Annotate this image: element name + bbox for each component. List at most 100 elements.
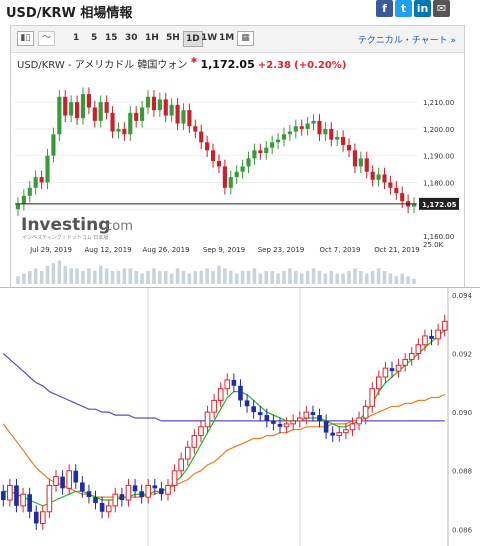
candle-body <box>104 102 109 113</box>
calendar-icon[interactable]: ▦ <box>237 31 254 46</box>
volume-bar <box>205 268 209 284</box>
candle-body <box>224 379 231 390</box>
candle-body <box>171 470 178 486</box>
timeframe-5h[interactable]: 5H <box>166 33 180 43</box>
candle-body <box>395 364 402 372</box>
timeframe-1m[interactable]: 1M <box>219 33 235 43</box>
candle-body <box>60 476 65 489</box>
candle-body <box>346 144 352 151</box>
candle-body <box>169 104 174 116</box>
technical-chart-link[interactable]: テクニカル・チャート » <box>357 36 456 46</box>
candle-body <box>422 335 428 346</box>
volume-bar <box>276 273 280 284</box>
candle-body <box>40 511 46 524</box>
candle-body <box>199 131 204 143</box>
chart-panel: ▮▯ 〜 1 5 15 30 1H 5H 1D 1W 1M ▦ テクニカル・チャート » USD… <box>10 25 465 289</box>
facebook-icon[interactable]: f <box>376 0 393 17</box>
candle-body <box>296 417 303 422</box>
candle-body <box>364 158 369 172</box>
x-tick-label: Sep 9, 2019 <box>203 246 245 254</box>
line-type-icon[interactable]: 〜 <box>38 31 55 46</box>
timeframe-1d[interactable]: 1D <box>183 31 203 47</box>
candle-body <box>159 488 164 495</box>
candle-body <box>33 177 38 188</box>
email-icon[interactable]: ✉ <box>433 0 450 17</box>
timeframe-1[interactable]: 1 <box>73 33 80 43</box>
volume-bar <box>104 268 109 284</box>
candle-body <box>246 158 251 167</box>
timeframe-1w[interactable]: 1W <box>201 33 218 43</box>
volume-bar <box>45 265 50 284</box>
candle-body <box>336 432 343 437</box>
volume-bar <box>16 276 20 284</box>
delayed-star-icon: ✱ <box>190 56 198 65</box>
x-tick-label: Aug 12, 2019 <box>84 246 131 254</box>
candle-body <box>252 150 257 159</box>
volume-bar <box>110 271 115 284</box>
candle-body <box>411 203 417 207</box>
linkedin-icon[interactable]: in <box>414 0 431 17</box>
timeframe-5[interactable]: 5 <box>91 33 98 43</box>
candle-body <box>93 497 98 503</box>
y-tick-label: 0.088 <box>452 468 472 476</box>
candle-body <box>181 110 186 124</box>
candle-body <box>125 484 132 501</box>
candle-body <box>341 136 346 145</box>
volume-bar <box>122 268 127 284</box>
timeframe-1h[interactable]: 1H <box>145 33 159 43</box>
twitter-icon[interactable]: t <box>395 0 412 17</box>
moving-average-line <box>2 353 445 422</box>
candle-body <box>356 417 362 425</box>
krwusd-candlestick-chart: 0.094 0.092 0.090 0.088 0.086 <box>0 288 473 546</box>
candle-body <box>51 134 56 156</box>
volume-bar <box>181 271 186 284</box>
candle-body <box>222 166 227 188</box>
candle-body <box>98 102 103 121</box>
volume-bar <box>87 268 91 284</box>
x-tick-label: Jul 29, 2019 <box>29 246 72 254</box>
candle-body <box>105 505 112 513</box>
candle-body <box>20 493 26 507</box>
candle-body <box>57 96 62 135</box>
candle-body <box>264 147 269 153</box>
candle-body <box>73 470 79 483</box>
candle-body <box>66 470 72 489</box>
volume-bar <box>158 271 162 284</box>
timeframe-30[interactable]: 30 <box>125 33 138 43</box>
volume-bar <box>163 271 168 284</box>
volume-bar <box>282 271 286 284</box>
candle-body <box>116 128 121 132</box>
volume-bar <box>75 268 79 284</box>
candle-body <box>211 399 217 413</box>
volume-bar <box>412 278 416 284</box>
candle-body <box>400 193 405 202</box>
logo-suffix: .com <box>101 219 133 234</box>
candlestick-type-icon[interactable]: ▮▯ <box>17 31 34 46</box>
candle-body <box>335 136 340 140</box>
volume-bar <box>128 268 133 284</box>
volume-bar <box>81 271 85 284</box>
y-tick-label: 0.094 <box>452 292 473 300</box>
volume-bar <box>33 268 38 284</box>
volume-bar <box>294 271 298 284</box>
volume-bar <box>335 273 339 284</box>
candle-body <box>362 405 369 419</box>
candle-body <box>7 484 13 501</box>
candle-body <box>352 150 357 167</box>
volume-bar <box>57 260 62 284</box>
volume-bar <box>311 268 316 284</box>
volume-bar <box>234 273 239 284</box>
candle-body <box>228 177 233 188</box>
quote-line: USD/KRW - アメリカドル 韓国ウォン ✱ 1,172.05 +2.38 … <box>17 56 346 71</box>
candle-body <box>329 128 334 140</box>
volume-bar <box>193 271 198 284</box>
candle-body <box>277 423 283 427</box>
candle-body <box>178 458 184 472</box>
volume-bar <box>246 271 251 284</box>
y-tick-label: 1,200.00 <box>423 126 454 134</box>
candle-body <box>132 485 138 492</box>
volume-bar <box>406 276 410 284</box>
candle-body <box>53 476 59 486</box>
candle-body <box>287 131 292 135</box>
timeframe-15[interactable]: 15 <box>105 33 118 43</box>
